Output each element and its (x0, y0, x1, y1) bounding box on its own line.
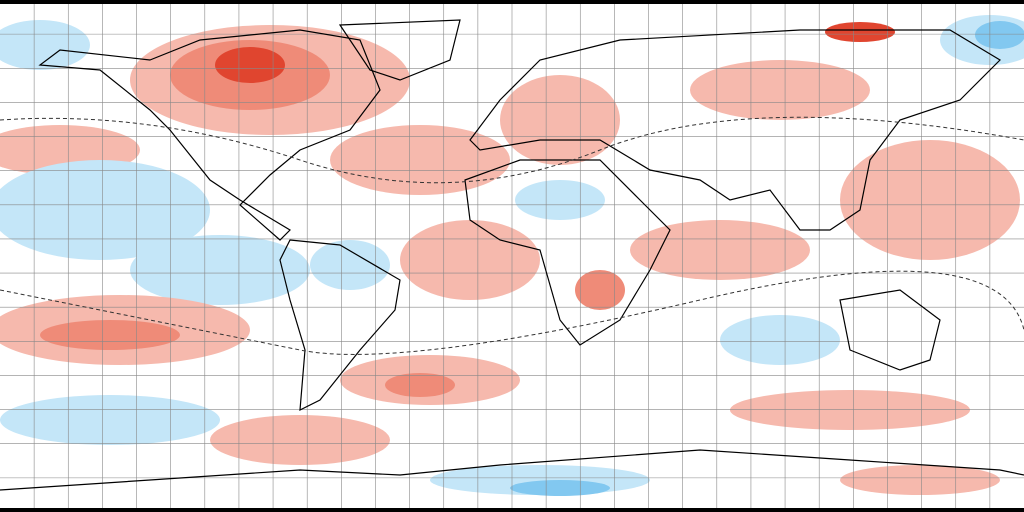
cold-anomaly (0, 20, 90, 70)
warm-anomaly (330, 125, 510, 195)
cold-anomaly (310, 240, 390, 290)
cold-anomaly (130, 235, 310, 305)
warm-anomaly (215, 47, 285, 83)
warm-anomaly (500, 75, 620, 165)
top-border (0, 0, 1024, 4)
anomaly-fields (0, 15, 1024, 496)
warm-anomaly (210, 415, 390, 465)
warm-anomaly (825, 22, 895, 42)
coastline (279, 239, 401, 412)
cold-anomaly (975, 21, 1024, 49)
warm-anomaly (730, 390, 970, 430)
cold-anomaly (0, 160, 210, 260)
cold-anomaly (0, 395, 220, 445)
warm-anomaly (630, 220, 810, 280)
warm-anomaly (400, 220, 540, 300)
warm-anomaly (840, 140, 1020, 260)
warm-anomaly (385, 373, 455, 397)
cold-anomaly (720, 315, 840, 365)
cold-anomaly (515, 180, 605, 220)
cold-anomaly (510, 480, 610, 496)
coastlines (0, 19, 1024, 491)
warm-anomaly (840, 465, 1000, 495)
warm-anomaly (40, 320, 180, 350)
coastline (469, 29, 1001, 231)
warm-anomaly (690, 60, 870, 120)
contour (0, 270, 1024, 355)
coastline (38, 29, 381, 241)
coastline (338, 19, 461, 81)
bottom-border (0, 508, 1024, 512)
coastline (839, 289, 941, 371)
warm-anomaly (575, 270, 625, 310)
coastline (464, 159, 671, 346)
coastline (0, 449, 1024, 491)
